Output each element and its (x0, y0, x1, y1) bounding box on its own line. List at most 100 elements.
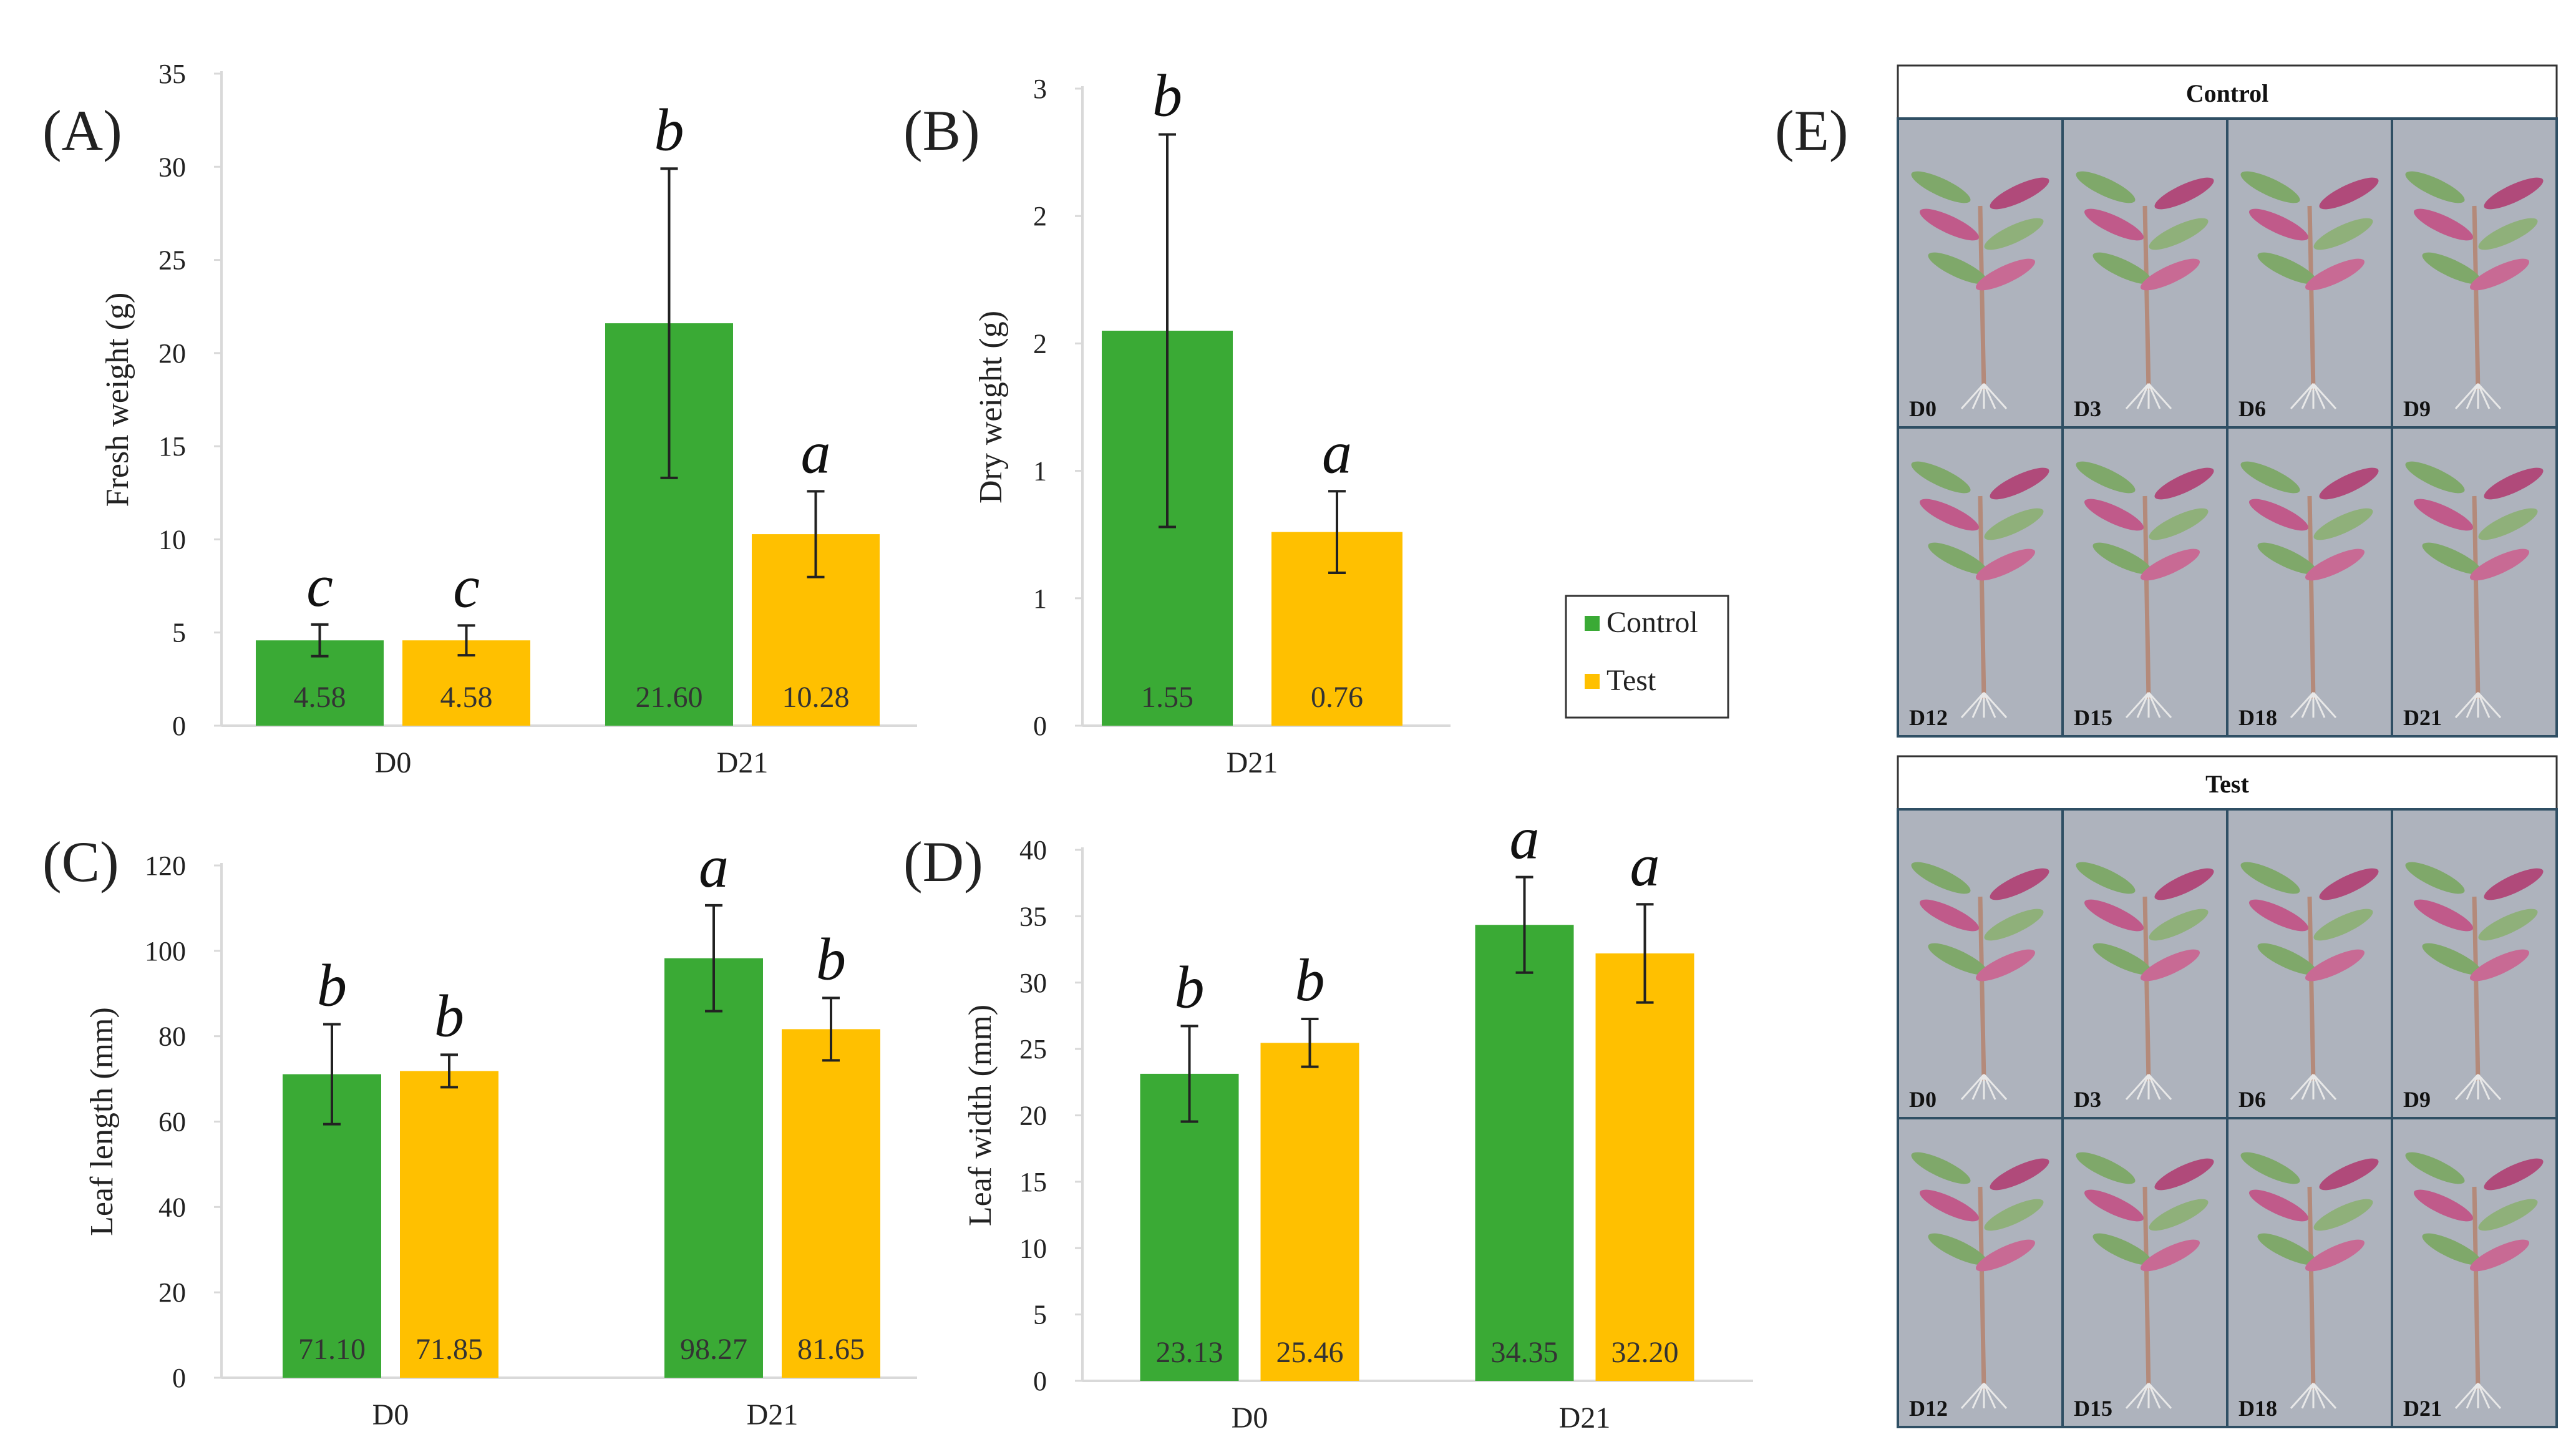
plant-root (2466, 1074, 2479, 1100)
plant-root (1983, 1074, 1996, 1100)
plant-leaf (2149, 1199, 2209, 1231)
plant-leaf (2149, 218, 2209, 250)
significance-letter: a (1510, 805, 1540, 872)
day-label: D0 (1909, 396, 1937, 421)
plant-stem (2142, 495, 2151, 699)
plant-photo: D21 (2391, 1117, 2558, 1428)
plant-leaf (2240, 171, 2300, 203)
plant-leaf (2313, 218, 2373, 250)
plant-leaf (2313, 508, 2373, 540)
legend-swatch-test (1585, 674, 1600, 689)
plant-leaf (2305, 949, 2365, 982)
plant-leaf (2422, 1233, 2482, 1265)
photo-panel-e: (E) Control D0 D3 D6 D9 D12 D15 D18 D21 Test D0 D3 D6… (1775, 64, 2558, 1428)
day-label: D3 (2074, 1087, 2101, 1112)
plant-root (2136, 1383, 2150, 1409)
plant-root (2312, 382, 2337, 410)
y-tick-label: 15 (158, 431, 186, 462)
plant-leaf (2305, 548, 2365, 581)
plant-leaf (2414, 208, 2473, 241)
plant-leaf (2141, 949, 2200, 982)
chart-b: (B) 0 1 1 2 2 3 Dry weight (g) D21 1.55 b 0.76 a (903, 62, 1451, 779)
y-tick-label: 20 (158, 1277, 186, 1308)
panel-label: (B) (903, 99, 980, 162)
y-axis-title: Dry weight (g) (973, 311, 1009, 504)
plant-leaf (1911, 862, 1971, 894)
bar-control (1140, 1073, 1239, 1381)
day-label: D6 (2238, 1087, 2266, 1112)
x-category-label: D0 (375, 746, 412, 779)
x-category-label: D21 (747, 1398, 799, 1431)
plant-root (2136, 383, 2150, 409)
plant-leaf (2249, 1189, 2308, 1222)
data-label: 34.35 (1491, 1336, 1558, 1369)
plant-leaf (2076, 461, 2136, 494)
plant-leaf (2092, 252, 2152, 285)
x-category-label: D21 (1559, 1401, 1611, 1435)
plant-leaf (2478, 508, 2538, 540)
plant-photo: D9 (2391, 117, 2558, 429)
plant-leaf (2319, 868, 2379, 900)
y-tick-label: 35 (1019, 901, 1047, 932)
legend-swatch-control (1585, 616, 1600, 631)
plant-root (2147, 692, 2161, 718)
plant-leaf (2319, 177, 2379, 210)
plant-leaf (1976, 949, 2035, 982)
significance-letter: a (801, 419, 831, 485)
plant-root (2454, 382, 2479, 410)
day-label: D3 (2074, 396, 2101, 421)
chart-d: (D) 0 5 10 15 20 25 30 35 40 Leaf width (mm) D0 23.1… (903, 805, 1753, 1435)
plant-root (1983, 1073, 2008, 1101)
plant-leaf (2313, 1199, 2373, 1231)
plant-leaf (1928, 1233, 1988, 1265)
plant-photo: D9 (2391, 808, 2558, 1119)
y-tick-label: 120 (145, 850, 186, 881)
plant-photo: D0 (1897, 117, 2064, 429)
bar-control (1475, 925, 1574, 1381)
group-title: Test (2205, 770, 2249, 798)
plant-root (1971, 1383, 1985, 1409)
y-tick-label: 0 (1033, 1366, 1047, 1396)
day-label: D0 (1909, 1087, 1937, 1112)
day-label: D9 (2403, 396, 2431, 421)
day-label: D15 (2074, 1396, 2112, 1421)
plant-root (2125, 691, 2150, 719)
plant-root (2454, 691, 2479, 719)
plant-leaf (2240, 862, 2300, 894)
plant-root (2125, 382, 2150, 410)
plant-leaf (2076, 171, 2136, 203)
significance-letter: a (1630, 832, 1660, 899)
plant-root (1960, 691, 1985, 719)
day-label: D21 (2403, 705, 2442, 730)
plant-leaf (1984, 218, 2044, 250)
day-label: D21 (2403, 1396, 2442, 1421)
plant-stem (2472, 495, 2481, 699)
plant-leaf (2154, 868, 2214, 900)
plant-root (2147, 1074, 2161, 1100)
plant-root (2312, 1073, 2337, 1101)
plant-root (2147, 1073, 2172, 1101)
bar-test (1260, 1043, 1359, 1381)
plant-leaf (2478, 218, 2538, 250)
plant-root (2477, 1073, 2502, 1101)
y-tick-label: 20 (1019, 1101, 1047, 1131)
plant-root (2477, 1382, 2502, 1410)
plant-root (1983, 383, 1996, 409)
plant-root (1983, 691, 2008, 719)
plant-leaf (2313, 909, 2373, 941)
plant-root (2301, 1383, 2315, 1409)
data-label: 10.28 (782, 681, 850, 714)
plant-leaf (1984, 909, 2044, 941)
plant-root (2477, 1383, 2491, 1409)
plant-leaf (2154, 1158, 2214, 1191)
plant-stem (2307, 495, 2316, 699)
plant-leaf (2249, 899, 2308, 932)
data-label: 23.13 (1156, 1336, 1223, 1369)
plant-leaf (2257, 943, 2317, 975)
plant-leaf (1920, 499, 1979, 531)
plant-leaf (2249, 499, 2308, 531)
bar-test (782, 1029, 880, 1378)
plant-leaf (2405, 461, 2465, 494)
plant-root (2312, 1382, 2337, 1410)
plant-root (2454, 1382, 2479, 1410)
